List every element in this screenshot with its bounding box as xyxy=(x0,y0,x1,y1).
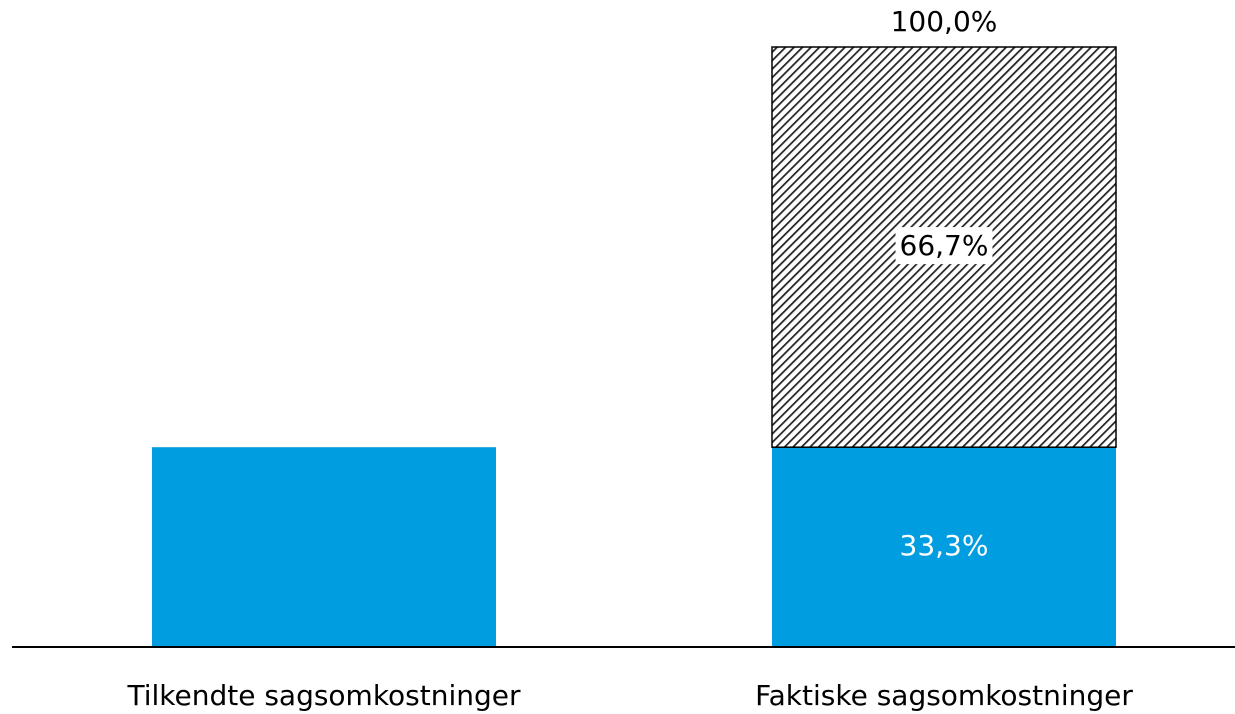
data-label: 33,3% xyxy=(900,529,989,562)
bar-segment xyxy=(152,447,496,647)
total-label: 100,0% xyxy=(891,5,998,38)
label-background xyxy=(895,227,993,265)
data-label: 66,7% xyxy=(900,229,989,262)
x-tick-label: Faktiske sagsomkostninger xyxy=(755,679,1133,712)
x-tick-label: Tilkendte sagsomkostninger xyxy=(126,679,521,712)
bar-segment xyxy=(772,447,1116,647)
